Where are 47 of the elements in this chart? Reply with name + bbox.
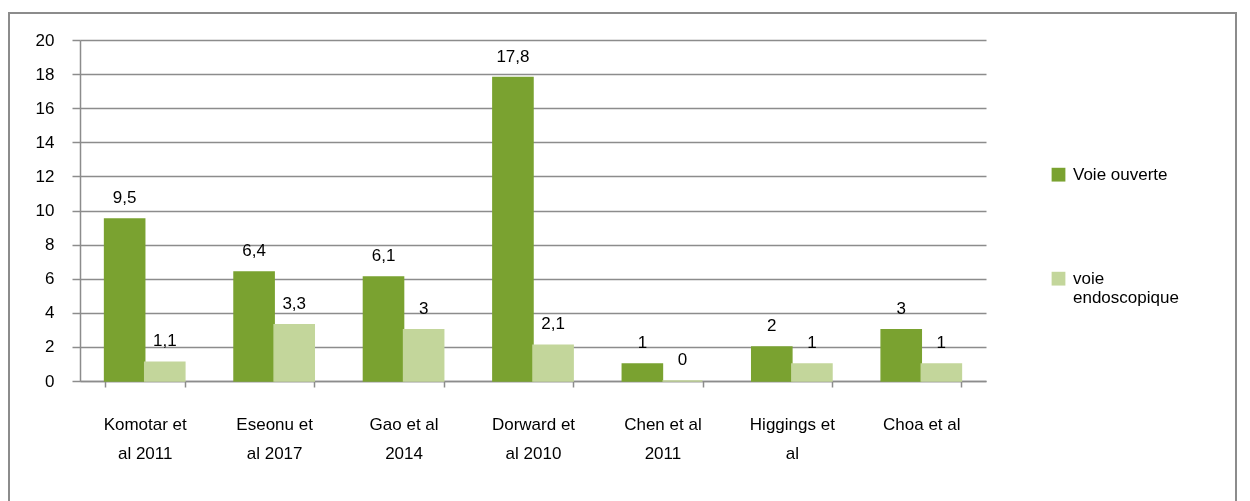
bar — [143, 361, 186, 382]
legend-label: Voie ouverte — [1073, 164, 1168, 184]
y-tick-label: 16 — [35, 98, 55, 118]
bar — [103, 218, 146, 382]
data-label: 1,1 — [152, 331, 177, 351]
data-label: 2 — [767, 315, 777, 335]
bar — [750, 346, 793, 382]
x-tick-label: Komotar et al 2011 — [103, 414, 188, 463]
legend-label: voie endoscopique — [1073, 268, 1179, 307]
data-label: 3 — [418, 298, 429, 318]
y-tick-label: 18 — [35, 64, 55, 84]
data-label: 3,3 — [282, 293, 307, 313]
data-label: 1 — [637, 332, 648, 352]
bar — [492, 76, 534, 382]
x-tick-label: Choa et al — [883, 414, 961, 434]
y-tick-label: 20 — [35, 30, 55, 50]
bar — [920, 363, 963, 382]
bar — [362, 276, 405, 382]
data-label: 1 — [936, 332, 947, 352]
x-tick-label: Gao et al 2014 — [369, 414, 439, 463]
y-tick-label: 2 — [45, 337, 55, 357]
y-tick-label: 10 — [35, 201, 55, 220]
x-tick-label: Chen et al 2011 — [624, 414, 702, 463]
x-tick-label: Eseonu et al 2017 — [236, 414, 314, 463]
x-tick-label: Dorward et al 2010 — [491, 414, 576, 463]
y-tick-label: 8 — [45, 235, 55, 255]
data-label: 3 — [896, 298, 906, 318]
data-label: 0 — [677, 350, 688, 369]
bar — [233, 271, 275, 382]
data-label: 17,8 — [496, 46, 530, 66]
y-tick-label: 0 — [45, 371, 55, 391]
data-label: 6,1 — [371, 245, 396, 265]
bar — [880, 329, 923, 382]
y-tick-label: 6 — [45, 269, 55, 289]
y-tick-label: 14 — [35, 132, 55, 152]
data-label: 6,4 — [242, 240, 266, 260]
bar — [273, 323, 316, 382]
y-tick-label: 4 — [45, 303, 55, 323]
data-label: 1 — [807, 332, 817, 352]
bar — [532, 344, 574, 382]
x-tick-label: Higgings et al — [749, 414, 836, 463]
data-label: 9,5 — [112, 188, 137, 208]
data-label: 2,1 — [541, 314, 565, 334]
bar — [402, 329, 445, 382]
bar — [621, 363, 664, 382]
y-tick-label: 12 — [35, 166, 55, 186]
bar — [791, 363, 833, 382]
